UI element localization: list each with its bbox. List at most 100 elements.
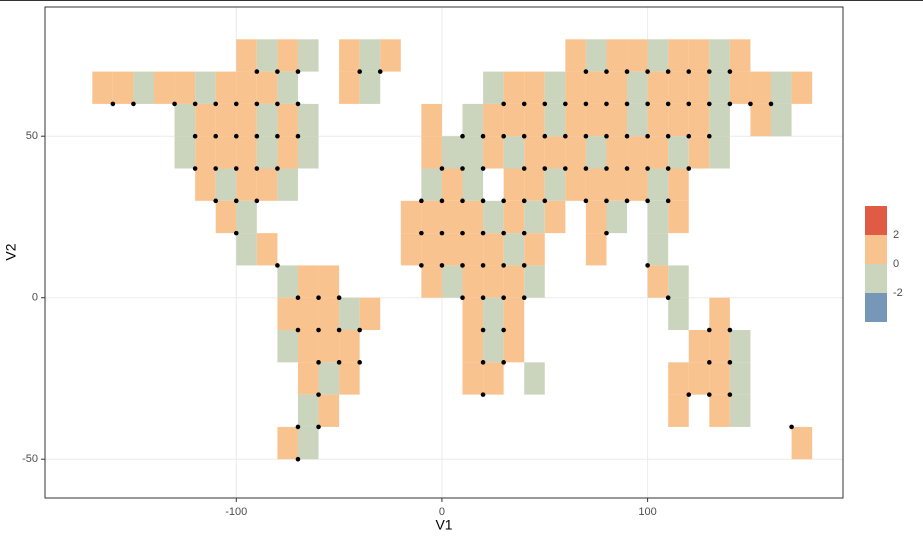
raster-cell [277,330,298,363]
raster-cell [627,103,648,137]
raster-cell [668,200,689,234]
raster-cell [339,362,360,395]
point [275,263,280,268]
raster-cell [647,233,669,266]
raster-cell [709,136,730,169]
point [213,198,219,204]
point [665,101,671,107]
raster-cell [195,71,216,104]
raster-cell [380,39,401,72]
raster-cell [709,330,730,363]
legend-label: 2 [893,229,899,241]
raster-cell [236,233,257,266]
point [275,166,280,171]
raster-cell [236,200,257,234]
raster-cell [606,103,628,137]
point [336,327,342,333]
raster-cell [359,297,381,331]
point [665,166,671,171]
point [439,230,445,236]
raster-cell [503,233,525,266]
point [542,198,548,204]
point [521,198,527,204]
legend-key [865,293,887,322]
raster-cell [92,71,113,104]
x-tick-label: 100 [638,506,656,518]
point [521,101,527,107]
raster-cell [585,233,607,266]
legend-key [865,206,887,235]
raster-cell [565,168,586,201]
raster-cell [256,136,278,169]
point [583,166,589,171]
point [727,69,733,74]
raster-cell [647,136,669,169]
point [665,133,671,139]
point [686,69,692,74]
point [275,69,280,74]
raster-cell [729,330,751,363]
raster-cell [585,136,607,169]
raster-cell [606,168,628,201]
raster-cell [647,168,669,201]
point [686,392,692,397]
point [521,230,527,236]
point [501,198,506,204]
point [521,295,527,301]
point [336,360,342,365]
point [624,69,630,74]
raster-cell [297,297,319,331]
raster-cell [277,39,298,72]
point [192,101,198,107]
point [707,133,712,139]
raster-cell [195,103,216,137]
point [727,101,733,107]
point [542,133,548,139]
raster-cell [133,71,155,104]
point [768,101,774,107]
raster-cell [462,233,484,266]
raster-cell [154,71,175,104]
y-tick-label: -50 [22,453,38,465]
raster-cell [359,71,381,104]
raster-cell [236,136,257,169]
raster-cell [709,103,730,137]
raster-cell [606,200,628,234]
raster-cell [729,394,751,427]
point [316,392,321,397]
raster-cell [215,200,237,234]
raster-cell [524,168,545,201]
point [275,101,280,107]
raster-cell [565,103,586,137]
raster-cell [297,265,319,298]
point [254,198,260,204]
raster-cell [585,103,607,137]
point [645,69,650,74]
raster-cell [277,103,298,137]
raster-cell [627,168,648,201]
raster-cell [709,297,730,331]
raster-cell [668,297,689,331]
raster-cell [215,168,237,201]
raster-cell [441,168,463,201]
y-axis-title: V2 [3,243,19,260]
raster-cell [215,103,237,137]
raster-cell [339,330,360,363]
point [233,166,239,171]
point [357,360,362,365]
point [624,198,630,204]
point [665,295,671,301]
point [213,166,219,171]
raster-cell [462,103,484,137]
raster-cell [256,233,278,266]
raster-cell [668,136,689,169]
raster-cell [256,71,278,104]
point [295,133,301,139]
point [727,392,733,397]
point [542,101,548,107]
raster-cell [524,71,545,104]
raster-cell [318,330,340,363]
raster-cell [318,394,340,427]
raster-cell [441,233,463,266]
raster-cell [462,330,484,363]
